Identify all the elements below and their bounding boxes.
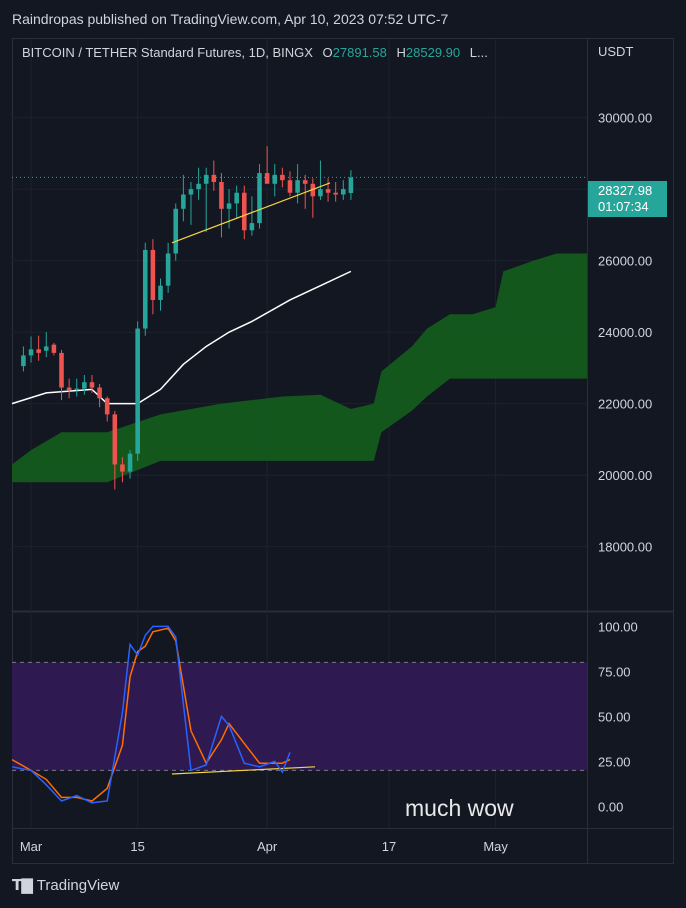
candle-body — [257, 173, 262, 224]
candle-body — [127, 453, 133, 472]
candle-body — [135, 328, 140, 454]
candle-body — [104, 398, 110, 415]
annotation-text: much wow — [405, 795, 514, 821]
high-label: H — [396, 45, 406, 60]
price-tick-label: 18000.00 — [598, 540, 652, 555]
candle-body — [21, 355, 26, 367]
stoch-trendline — [171, 766, 316, 775]
candle-body — [203, 174, 209, 184]
candle-body — [280, 174, 285, 181]
candle-body — [142, 249, 148, 329]
candle-body — [51, 344, 57, 353]
chart-frame — [12, 38, 674, 864]
osc-tick-label: 100.00 — [598, 619, 638, 634]
candle-body — [74, 388, 80, 391]
candle-body — [82, 382, 87, 389]
candle-body — [287, 180, 293, 193]
candle-body — [295, 180, 300, 193]
osc-tick-label: 75.00 — [598, 664, 631, 679]
price-tick-label: 30000.00 — [598, 111, 652, 126]
candle-body — [89, 382, 95, 388]
price-tick-label: 26000.00 — [598, 254, 652, 269]
time-tick-label: 17 — [382, 839, 396, 854]
candle-body — [173, 208, 179, 254]
osc-tick-label: 50.00 — [598, 709, 631, 724]
candle-body — [188, 189, 194, 195]
candle-body — [211, 174, 217, 182]
candle-body — [226, 203, 232, 209]
candle-body — [272, 174, 278, 184]
last-price-value: 28327.98 — [598, 183, 653, 198]
candle-body — [28, 349, 34, 356]
legend-more: L... — [469, 45, 488, 60]
high-value: 28529.90 — [405, 45, 461, 60]
candle-body — [36, 349, 41, 353]
tradingview-logo-icon: 𝗧▇ — [12, 877, 33, 894]
symbol-legend[interactable]: BITCOIN / TETHER Standard Futures, 1D, B… — [22, 45, 488, 60]
candle-body — [242, 192, 247, 231]
stoch-k-line — [11, 625, 291, 804]
candle-body — [341, 189, 346, 195]
last-price-tag: 28327.98 01:07:34 — [588, 181, 667, 217]
candle-body — [333, 192, 338, 195]
price-tick-label: 22000.00 — [598, 397, 652, 412]
price-tick-label: 20000.00 — [598, 468, 652, 483]
candle-body — [66, 387, 72, 391]
candle-body — [158, 285, 163, 300]
candle-body — [196, 183, 201, 190]
time-tick-label: 15 — [130, 839, 144, 854]
time-tick-label: Apr — [257, 839, 278, 854]
candle-body — [120, 464, 125, 472]
price-trendline — [171, 182, 331, 244]
candle-body — [112, 414, 118, 465]
stoch-band — [12, 662, 587, 771]
publish-header: Raindropas published on TradingView.com,… — [0, 0, 686, 38]
candle-body — [264, 173, 270, 184]
candle-body — [97, 387, 102, 399]
candle-body — [219, 182, 224, 209]
candle-body — [150, 249, 156, 300]
osc-tick-label: 0.00 — [598, 799, 623, 814]
footer-brand[interactable]: 𝗧▇ TradingView — [12, 876, 120, 895]
candle-body — [234, 192, 239, 204]
candle-body — [59, 352, 64, 388]
time-tick-label: Mar — [20, 839, 43, 854]
price-tick-label: 24000.00 — [598, 325, 652, 340]
candle-body — [302, 180, 308, 184]
open-label: O — [322, 45, 333, 60]
candle-body — [43, 346, 49, 351]
candle-body — [165, 253, 171, 286]
candle-body — [249, 223, 255, 231]
candle-body — [348, 177, 354, 194]
currency-label: USDT — [598, 44, 634, 59]
ichimoku-cloud — [12, 253, 587, 483]
candle-body — [318, 189, 323, 197]
candle-body — [181, 194, 186, 209]
publish-text: Raindropas published on TradingView.com,… — [12, 11, 449, 27]
osc-tick-label: 25.00 — [598, 754, 631, 769]
candle-body — [325, 189, 331, 193]
brand-name: TradingView — [36, 876, 120, 894]
bar-countdown: 01:07:34 — [598, 199, 649, 214]
open-value: 27891.58 — [332, 45, 387, 60]
time-tick-label: May — [483, 839, 508, 854]
symbol-name: BITCOIN / TETHER Standard Futures, 1D, B… — [22, 45, 313, 60]
